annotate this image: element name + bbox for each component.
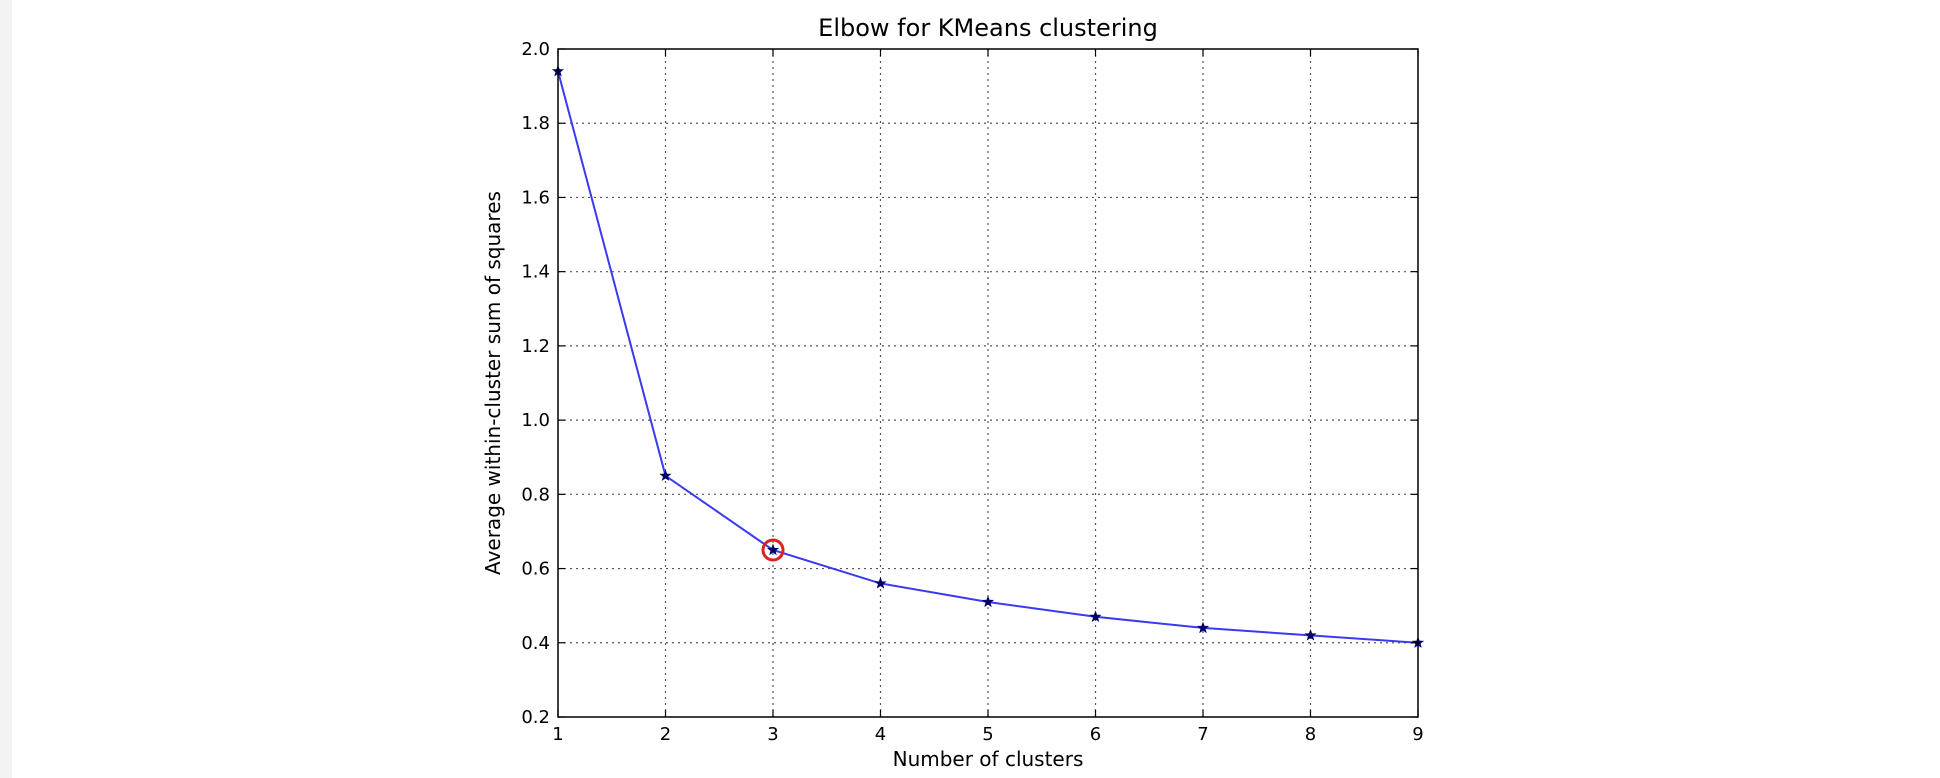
x-tick-label: 9	[1412, 724, 1423, 745]
y-tick-label: 1.2	[521, 336, 550, 357]
x-tick-label: 5	[982, 724, 993, 745]
data-point-marker	[659, 469, 672, 481]
y-tick-label: 0.2	[521, 707, 550, 728]
x-tick-label: 7	[1197, 724, 1208, 745]
y-tick-label: 0.4	[521, 633, 550, 654]
elbow-highlight-circle	[761, 538, 785, 562]
data-point-marker	[1196, 621, 1210, 634]
y-tick-label: 0.6	[521, 559, 550, 580]
data-point-marker	[874, 577, 887, 589]
x-tick-label: 4	[875, 724, 886, 745]
x-tick-label: 6	[1090, 724, 1101, 745]
plot-frame	[557, 48, 1419, 718]
chart-title: Elbow for KMeans clustering	[818, 14, 1158, 42]
y-tick-label: 1.0	[521, 410, 550, 431]
page-edge-strip	[0, 0, 12, 778]
y-axis-label: Average within-cluster sum of squares	[481, 191, 505, 575]
y-tick-label: 1.6	[521, 187, 550, 208]
data-point-marker	[1304, 628, 1317, 641]
x-tick-label: 3	[767, 724, 778, 745]
y-tick-label: 0.8	[521, 484, 550, 505]
tick-layer: 1 2 3 4 5 6 7 8 9 0.2 0.4 0.6 0.8 1.0 1.2 1.4 1.6 1.8 2.0	[521, 39, 1423, 745]
data-point-marker	[1089, 610, 1102, 622]
y-tick-label: 2.0	[521, 39, 550, 60]
y-tick-label: 1.8	[521, 113, 550, 134]
x-tick-label: 1	[552, 724, 563, 745]
grid-layer	[558, 49, 1418, 717]
x-tick-label: 2	[660, 724, 671, 745]
y-tick-label: 1.4	[521, 262, 550, 283]
data-point-marker	[981, 595, 995, 608]
data-point-marker	[766, 543, 780, 556]
x-tick-label: 8	[1305, 724, 1316, 745]
axes-frame	[557, 48, 1419, 718]
x-axis-label: Number of clusters	[893, 747, 1084, 771]
